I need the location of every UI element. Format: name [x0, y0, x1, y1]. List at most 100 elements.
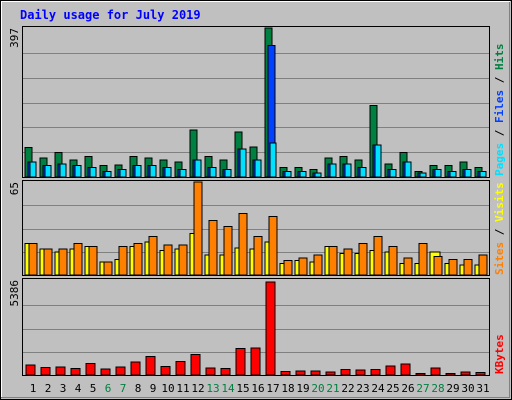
- kbytes-bar: [475, 371, 486, 376]
- sites-bar: [148, 235, 158, 276]
- x-tick-label: 21: [326, 382, 339, 395]
- sites-bar: [388, 245, 398, 276]
- kbytes-bar: [415, 372, 426, 376]
- sites-bar: [433, 255, 443, 276]
- sites-bar: [43, 248, 53, 276]
- sites-bar: [448, 258, 458, 276]
- x-tick-label: 29: [446, 382, 459, 395]
- kbytes-bar: [295, 370, 306, 376]
- kbytes-bar: [55, 366, 66, 376]
- pages-bar: [419, 172, 427, 178]
- pages-bar: [104, 170, 112, 178]
- x-tick-label: 22: [341, 382, 354, 395]
- legend-visits-panel: Sites / Visits: [493, 182, 506, 275]
- legend-hits: Hits: [493, 44, 506, 71]
- sites-bar: [208, 220, 218, 276]
- kbytes-bar: [355, 369, 366, 376]
- sites-bar: [298, 257, 308, 276]
- x-tick-label: 18: [281, 382, 294, 395]
- pages-bar: [209, 167, 217, 178]
- kbytes-bar: [400, 363, 411, 376]
- pages-bar: [404, 161, 412, 178]
- visits-ymax-label: 65: [8, 182, 21, 195]
- panel-visits-border: [22, 180, 490, 276]
- hits-ymax-label: 397: [8, 28, 21, 48]
- pages-bar: [134, 165, 142, 178]
- legend-separator: /: [493, 123, 506, 143]
- panel-hits-border: [22, 26, 490, 178]
- pages-bar: [194, 159, 202, 178]
- pages-bar: [149, 165, 157, 178]
- x-tick-label: 28: [431, 382, 444, 395]
- kbytes-bar: [25, 364, 36, 376]
- x-tick-label: 10: [161, 382, 174, 395]
- sites-bar: [103, 261, 113, 276]
- kbytes-bar: [340, 368, 351, 376]
- sites-bar: [313, 254, 323, 276]
- panel-kbytes: [22, 278, 490, 376]
- pages-bar: [89, 167, 97, 178]
- sites-bar: [478, 254, 488, 276]
- pages-bar: [254, 159, 262, 178]
- sites-bar: [328, 245, 338, 276]
- sites-bar: [223, 225, 233, 276]
- pages-bar: [224, 168, 232, 178]
- legend-kbytes: KBytes: [493, 334, 506, 374]
- pages-bar: [164, 167, 172, 178]
- x-tick-label: 2: [45, 382, 52, 395]
- kbytes-bar: [385, 365, 396, 376]
- kbytes-bar: [205, 367, 216, 376]
- pages-bar: [434, 168, 442, 178]
- legend-visits-panel-text: Sites / Visits: [493, 182, 506, 275]
- pages-bar: [239, 148, 247, 178]
- panel-kbytes-border: [22, 278, 490, 376]
- kbytes-bar: [40, 366, 51, 376]
- x-tick-label: 5: [90, 382, 97, 395]
- pages-bar: [29, 161, 37, 178]
- x-tick-label: 26: [401, 382, 414, 395]
- pages-bar: [269, 142, 277, 178]
- sites-bar: [193, 181, 203, 276]
- x-tick-label: 15: [236, 382, 249, 395]
- x-axis-day-labels: 1 2 3 4 5 6 7 8 9 10 11 12 13 14 15 16 17 18 19 20 21 22 23 24 2…: [30, 382, 490, 395]
- x-tick-label: 13: [206, 382, 219, 395]
- legend-separator: /: [493, 70, 506, 90]
- x-tick-label: 17: [266, 382, 279, 395]
- sites-bar: [283, 260, 293, 276]
- kbytes-ymax-label: 5386: [8, 280, 21, 307]
- x-tick-label: 19: [296, 382, 309, 395]
- pages-bar: [299, 170, 307, 178]
- x-tick-label: 16: [251, 382, 264, 395]
- sites-bar: [373, 235, 383, 276]
- pages-bar: [44, 165, 52, 178]
- legend-files: Files: [493, 90, 506, 123]
- kbytes-bar: [250, 347, 261, 376]
- kbytes-bar: [70, 368, 81, 376]
- x-tick-label: 8: [135, 382, 142, 395]
- kbytes-bar: [85, 362, 96, 376]
- kbytes-bar: [235, 347, 246, 376]
- kbytes-bar: [280, 371, 291, 376]
- x-tick-label: 11: [176, 382, 189, 395]
- legend-sites: Sites: [493, 242, 506, 275]
- sites-bar: [163, 244, 173, 276]
- sites-bar: [133, 243, 143, 276]
- pages-bar: [479, 170, 487, 178]
- legend-kbytes-panel: KBytes: [493, 334, 506, 374]
- x-tick-label: 6: [105, 382, 112, 395]
- pages-bar: [284, 170, 292, 178]
- chart-title: Daily usage for July 2019: [20, 8, 201, 22]
- x-tick-label: 1: [30, 382, 37, 395]
- pages-bar: [74, 165, 82, 178]
- x-tick-label: 7: [120, 382, 127, 395]
- x-tick-label: 20: [311, 382, 324, 395]
- x-tick-label: 30: [461, 382, 474, 395]
- kbytes-bar: [175, 360, 186, 376]
- sites-bar: [253, 235, 263, 276]
- kbytes-bar: [115, 366, 126, 376]
- x-tick-label: 3: [60, 382, 67, 395]
- sites-bar: [238, 212, 248, 276]
- sites-bar: [28, 243, 38, 276]
- legend-separator: /: [493, 222, 506, 242]
